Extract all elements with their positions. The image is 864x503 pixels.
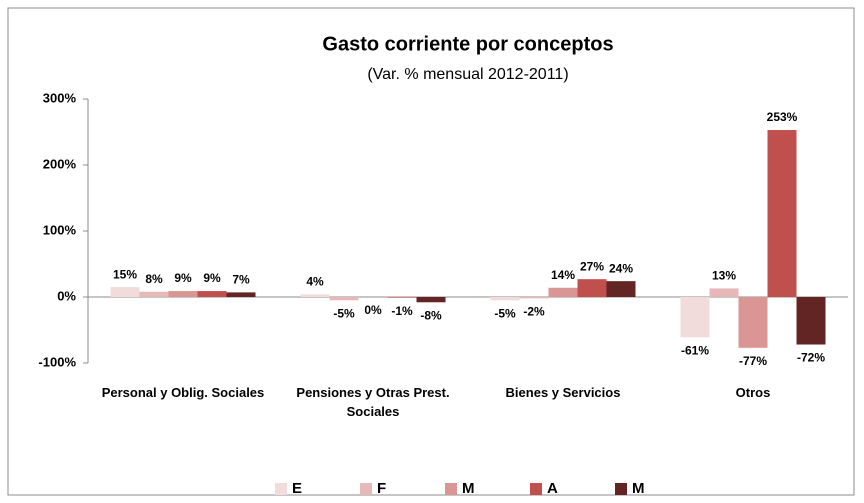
- bar: [709, 288, 739, 297]
- bar: [139, 291, 169, 297]
- data-label: 9%: [174, 271, 192, 285]
- legend-label: M: [632, 480, 645, 497]
- data-label: 13%: [712, 269, 736, 283]
- data-label: -1%: [391, 304, 413, 318]
- bar: [300, 294, 330, 297]
- bar: [197, 291, 227, 297]
- legend-label: M: [462, 480, 475, 497]
- y-tick-label: -100%: [38, 354, 76, 369]
- x-tick-label: Pensiones y Otras Prest. Sociales: [296, 385, 450, 419]
- bar: [577, 279, 607, 297]
- data-label: -5%: [494, 306, 516, 320]
- x-tick-label: Otros: [735, 385, 771, 400]
- legend-label: E: [292, 480, 302, 497]
- data-label: 14%: [551, 268, 575, 282]
- y-tick-label: 300%: [43, 90, 77, 105]
- bar: [767, 130, 797, 297]
- legend-swatch: [275, 483, 287, 495]
- legend-label: F: [377, 480, 386, 497]
- bar: [226, 292, 256, 297]
- bar: [416, 297, 446, 303]
- data-label: 24%: [609, 261, 633, 275]
- chart-frame: [7, 7, 855, 496]
- data-label: -77%: [739, 354, 767, 368]
- bar: [519, 297, 549, 299]
- bar: [387, 297, 417, 298]
- legend-swatch: [445, 483, 457, 495]
- data-label: 27%: [580, 259, 604, 273]
- legend-swatch: [360, 483, 372, 495]
- data-label: 15%: [113, 267, 137, 281]
- bar: [490, 297, 520, 301]
- bar: [168, 291, 198, 297]
- data-label: 7%: [232, 273, 250, 287]
- y-tick-label: 100%: [43, 222, 77, 237]
- bar: [329, 297, 359, 301]
- legend-swatch: [530, 483, 542, 495]
- data-label: 253%: [767, 110, 798, 124]
- y-tick-label: 200%: [43, 156, 77, 171]
- bar: [738, 297, 768, 348]
- data-label: 4%: [306, 275, 324, 289]
- bar: [110, 287, 140, 297]
- data-label: -2%: [523, 304, 545, 318]
- y-tick-label: 0%: [57, 288, 76, 303]
- data-label: 9%: [203, 271, 221, 285]
- x-tick-label: Personal y Oblig. Sociales: [101, 385, 265, 400]
- data-label: 8%: [145, 272, 163, 286]
- data-label: -72%: [797, 351, 825, 365]
- legend-label: A: [547, 480, 558, 497]
- chart-title: Gasto corriente por conceptos: [322, 33, 613, 55]
- data-label: -8%: [420, 308, 442, 322]
- chart-subtitle: (Var. % mensual 2012-2011): [367, 66, 568, 83]
- bar: [548, 287, 578, 297]
- legend-swatch: [615, 483, 627, 495]
- x-tick-label: Bienes y Servicios: [505, 385, 621, 400]
- data-label: -5%: [333, 306, 355, 320]
- bar: [606, 281, 636, 297]
- data-label: -61%: [681, 343, 709, 357]
- data-label: 0%: [364, 303, 382, 317]
- bar: [796, 297, 826, 345]
- bar: [680, 297, 710, 338]
